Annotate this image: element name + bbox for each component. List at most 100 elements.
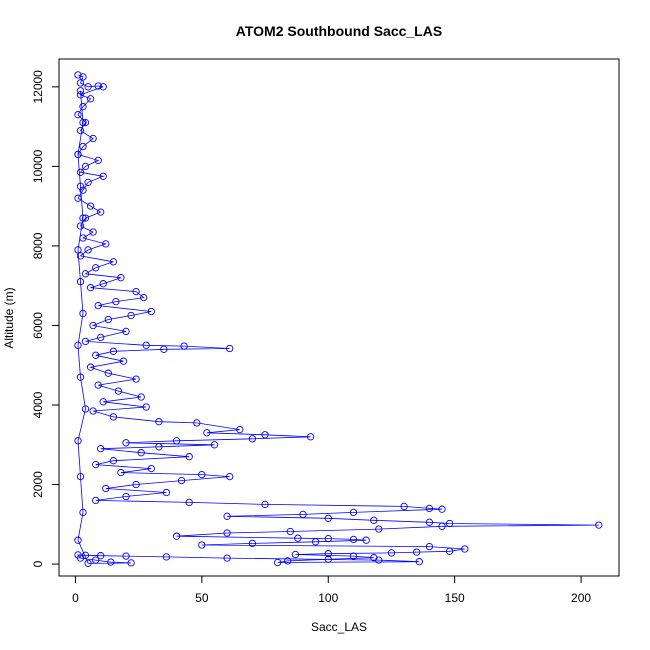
data-point [99, 172, 107, 180]
data-point [162, 553, 171, 561]
data-point [92, 460, 100, 469]
data-point [375, 525, 383, 533]
data-point [122, 439, 130, 447]
data-point [76, 554, 85, 562]
data-point [193, 419, 201, 427]
data-point [84, 246, 92, 254]
y-tick-label: 8000 [31, 232, 45, 259]
data-point [117, 468, 125, 477]
data-point [177, 476, 186, 485]
data-point [140, 293, 148, 302]
data-point [172, 437, 181, 445]
data-point [109, 347, 118, 355]
data-point [79, 142, 87, 151]
data-point [324, 550, 332, 558]
data-point [198, 541, 206, 549]
data-point [89, 407, 97, 415]
data-point [127, 311, 135, 320]
x-axis-label: Sacc_LAS [311, 620, 367, 634]
data-point [132, 287, 140, 296]
data-point [104, 369, 112, 377]
data-point [86, 284, 95, 292]
data-point [79, 309, 87, 318]
data-point [97, 445, 105, 453]
x-tick-label: 100 [318, 591, 338, 605]
x-axis: 0 50 100 150 200 [72, 575, 591, 605]
data-point [79, 73, 87, 81]
data-point [84, 178, 92, 186]
data-point [223, 554, 231, 562]
chart-title: ATOM2 Southbound Sacc_LAS [236, 23, 442, 39]
data-point [74, 341, 82, 349]
data-point [84, 559, 92, 567]
y-tick-label: 6000 [31, 312, 45, 339]
data-point [284, 557, 292, 565]
data-point [76, 182, 85, 190]
data-point [248, 539, 257, 548]
data-point [102, 484, 110, 493]
data-point [370, 516, 378, 524]
y-tick-label: 4000 [31, 391, 45, 418]
data-point [74, 111, 82, 119]
y-tick-label: 10000 [31, 149, 45, 183]
data-point [226, 472, 234, 481]
data-point [76, 252, 85, 260]
data-point [142, 341, 150, 349]
x-tick-label: 200 [571, 591, 591, 605]
data-point [86, 95, 95, 103]
data-point [137, 449, 145, 457]
data-point [461, 545, 469, 553]
data-point [74, 437, 82, 445]
data-point [311, 538, 320, 546]
data-point [274, 558, 282, 567]
data-point [387, 549, 396, 557]
y-axis: 0 2000 4000 6000 8000 10000 12000 [31, 70, 60, 567]
data-point [127, 559, 135, 567]
data-point [147, 307, 155, 316]
data-point [306, 433, 315, 441]
data-point [349, 508, 358, 517]
data-point [76, 168, 85, 176]
data-point [261, 431, 269, 439]
data-point [102, 240, 110, 248]
data-point [122, 492, 130, 501]
series-line [77, 74, 599, 564]
data-point [81, 270, 90, 278]
data-point [92, 351, 100, 359]
data-point [99, 280, 107, 288]
data-point [132, 480, 140, 489]
data-point [79, 186, 87, 194]
series-lines [77, 74, 599, 564]
data-point [79, 103, 87, 111]
data-point [375, 556, 383, 564]
data-point [291, 550, 300, 559]
data-point [74, 246, 82, 254]
data-point [97, 552, 105, 560]
data-point [425, 504, 434, 513]
data-point [425, 542, 434, 551]
data-point [595, 521, 603, 529]
data-point [74, 71, 82, 79]
data-point [324, 555, 332, 563]
data-point [84, 83, 92, 91]
data-point [162, 488, 171, 497]
data-point [185, 453, 193, 461]
data-point [74, 536, 82, 544]
data-point [349, 552, 358, 560]
data-point [89, 321, 97, 330]
data-point [76, 87, 85, 95]
data-point [92, 556, 100, 564]
data-point [109, 413, 118, 421]
data-point [104, 315, 112, 324]
data-point [324, 514, 332, 522]
data-point [97, 333, 105, 342]
data-point [400, 502, 408, 511]
data-point [94, 381, 102, 389]
data-point [76, 222, 85, 230]
data-point [107, 558, 115, 566]
data-point [349, 535, 358, 544]
data-point [362, 536, 370, 544]
data-point [180, 342, 188, 350]
data-point [236, 425, 244, 434]
data-point [299, 510, 307, 519]
